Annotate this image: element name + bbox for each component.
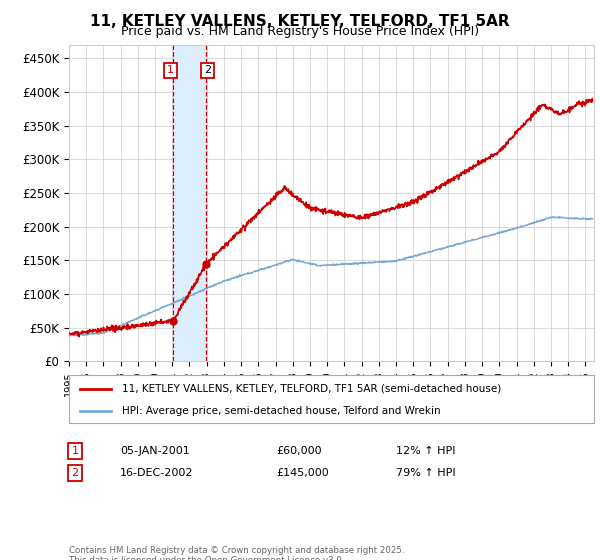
Text: 2: 2 xyxy=(71,468,79,478)
Text: 2: 2 xyxy=(204,66,211,76)
Bar xyxy=(173,45,206,361)
Text: 11, KETLEY VALLENS, KETLEY, TELFORD, TF1 5AR: 11, KETLEY VALLENS, KETLEY, TELFORD, TF1… xyxy=(90,14,510,29)
Text: 05-JAN-2001: 05-JAN-2001 xyxy=(120,446,190,456)
Text: £145,000: £145,000 xyxy=(276,468,329,478)
Text: Price paid vs. HM Land Registry's House Price Index (HPI): Price paid vs. HM Land Registry's House … xyxy=(121,25,479,38)
Text: 1: 1 xyxy=(71,446,79,456)
Text: 79% ↑ HPI: 79% ↑ HPI xyxy=(396,468,455,478)
Text: 11, KETLEY VALLENS, KETLEY, TELFORD, TF1 5AR (semi-detached house): 11, KETLEY VALLENS, KETLEY, TELFORD, TF1… xyxy=(121,384,501,394)
Text: 12% ↑ HPI: 12% ↑ HPI xyxy=(396,446,455,456)
Text: £60,000: £60,000 xyxy=(276,446,322,456)
Text: 1: 1 xyxy=(167,66,174,76)
Text: 16-DEC-2002: 16-DEC-2002 xyxy=(120,468,193,478)
Text: HPI: Average price, semi-detached house, Telford and Wrekin: HPI: Average price, semi-detached house,… xyxy=(121,406,440,416)
Text: Contains HM Land Registry data © Crown copyright and database right 2025.
This d: Contains HM Land Registry data © Crown c… xyxy=(69,546,404,560)
